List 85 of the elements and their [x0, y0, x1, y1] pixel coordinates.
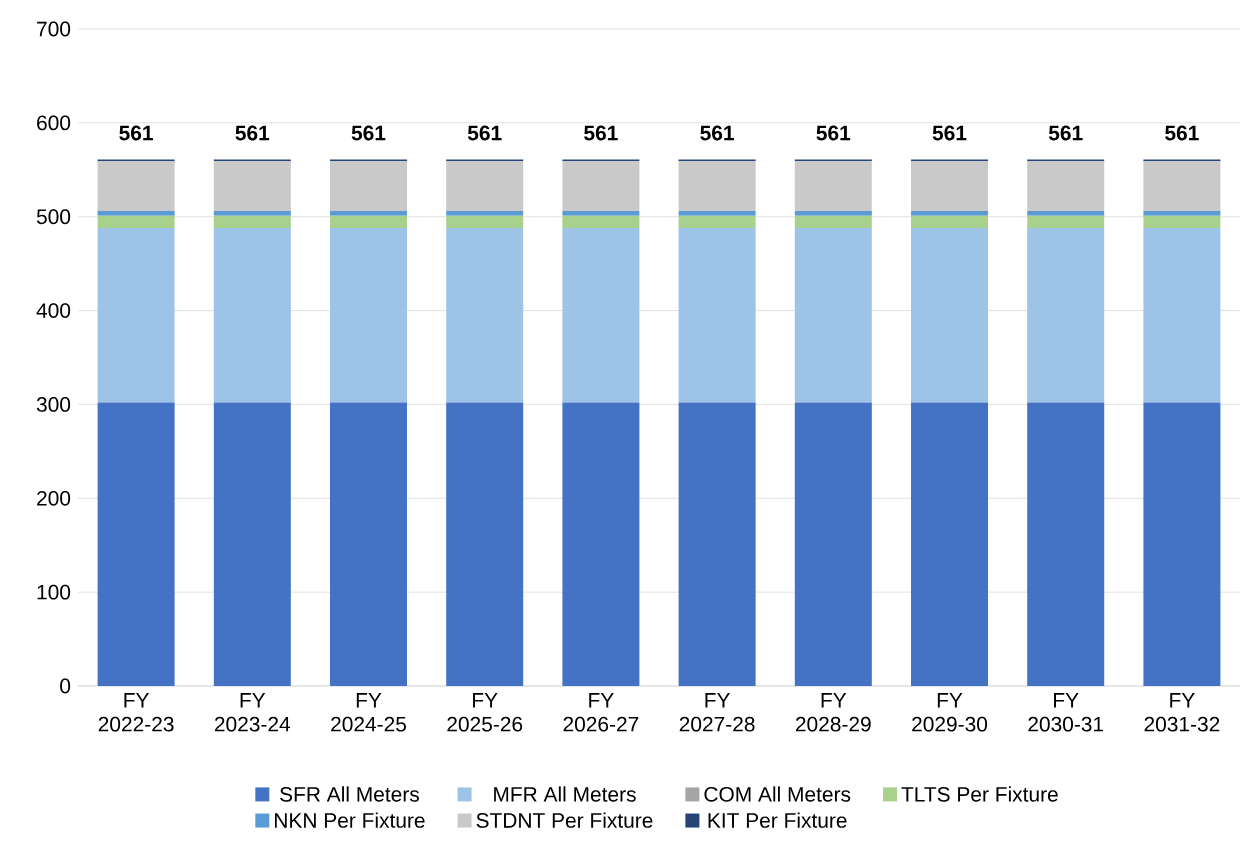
legend-label: SFR All Meters — [280, 786, 419, 802]
bar — [330, 211, 408, 216]
bar — [97, 215, 175, 228]
bar — [1027, 227, 1105, 403]
legend-label: MFR All Meters — [494, 786, 636, 802]
bar — [562, 227, 640, 403]
bar — [1027, 402, 1105, 686]
bar — [794, 215, 872, 228]
bar — [330, 215, 408, 228]
x-tick-label: FY 2024-25 — [331, 693, 406, 732]
bar — [678, 215, 756, 228]
bar — [562, 211, 640, 216]
bar — [330, 227, 408, 403]
bar — [794, 227, 872, 403]
bar — [1143, 161, 1221, 212]
x-tick-label: FY 2030-31 — [1028, 693, 1104, 732]
legend-label: COM All Meters — [704, 786, 851, 802]
bar — [562, 215, 640, 228]
bar — [678, 227, 756, 403]
total-label: 561 — [1165, 125, 1199, 141]
bar — [1143, 211, 1221, 216]
bar — [794, 402, 872, 686]
x-tick-label: FY 2022-23 — [98, 693, 174, 732]
bar — [446, 402, 524, 686]
bar — [97, 211, 175, 216]
y-tick-label: 600 — [37, 115, 71, 131]
y-tick-label: 300 — [36, 397, 71, 412]
total-label: 561 — [816, 125, 851, 141]
y-tick-label: 700 — [37, 21, 71, 37]
bar — [330, 161, 408, 212]
bar — [97, 402, 175, 686]
bar — [911, 211, 989, 216]
bar — [562, 161, 640, 212]
bar — [213, 211, 291, 216]
bar — [911, 215, 989, 228]
total-label: 561 — [467, 125, 502, 141]
bar — [678, 161, 756, 212]
total-label: 561 — [1048, 125, 1083, 141]
x-tick-label: FY 2029-30 — [912, 693, 988, 732]
bar — [446, 211, 524, 216]
total-label: 561 — [235, 125, 270, 141]
legend-label: TLTS Per Fixture — [901, 786, 1058, 802]
legend-label: STDNT Per Fixture — [476, 812, 653, 828]
bar — [446, 161, 524, 212]
bar — [446, 227, 524, 403]
x-tick-label: FY 2025-26 — [447, 693, 523, 732]
bar — [794, 161, 872, 212]
bar — [213, 402, 291, 686]
bar — [1027, 211, 1105, 216]
total-label: 561 — [119, 125, 153, 141]
bar — [97, 227, 175, 403]
bar — [1027, 215, 1105, 228]
bar — [678, 402, 756, 686]
x-tick-label: FY 2027-28 — [679, 693, 755, 732]
bar — [678, 211, 756, 216]
bar — [1143, 215, 1221, 228]
bar — [1143, 227, 1221, 403]
bar — [213, 161, 291, 212]
total-label: 561 — [351, 125, 386, 141]
bar — [562, 402, 640, 686]
total-label: 561 — [932, 125, 967, 141]
bar — [446, 215, 524, 228]
legend-label: NKN Per Fixture — [275, 812, 425, 828]
y-tick-label: 500 — [36, 209, 71, 225]
y-tick-label: 400 — [36, 303, 71, 318]
bar — [794, 211, 872, 216]
bar — [213, 215, 291, 228]
total-label: 561 — [584, 125, 618, 141]
bar — [1143, 402, 1221, 686]
legend-label: KIT Per Fixture — [708, 812, 847, 828]
x-tick-label: FY 2031-32 — [1144, 693, 1220, 732]
bar — [97, 161, 175, 212]
x-tick-label: FY 2023-24 — [214, 693, 291, 732]
bar — [1027, 161, 1105, 212]
x-tick-label: FY 2026-27 — [563, 693, 639, 732]
total-label: 561 — [700, 125, 734, 141]
y-tick-label: 100 — [37, 584, 71, 600]
y-tick-label: 0 — [60, 678, 71, 694]
bar — [330, 402, 408, 686]
bar — [213, 227, 291, 403]
bar — [911, 161, 989, 212]
bar — [911, 227, 989, 403]
y-tick-label: 200 — [37, 490, 71, 506]
bar — [911, 402, 989, 686]
x-tick-label: FY 2028-29 — [795, 693, 871, 732]
